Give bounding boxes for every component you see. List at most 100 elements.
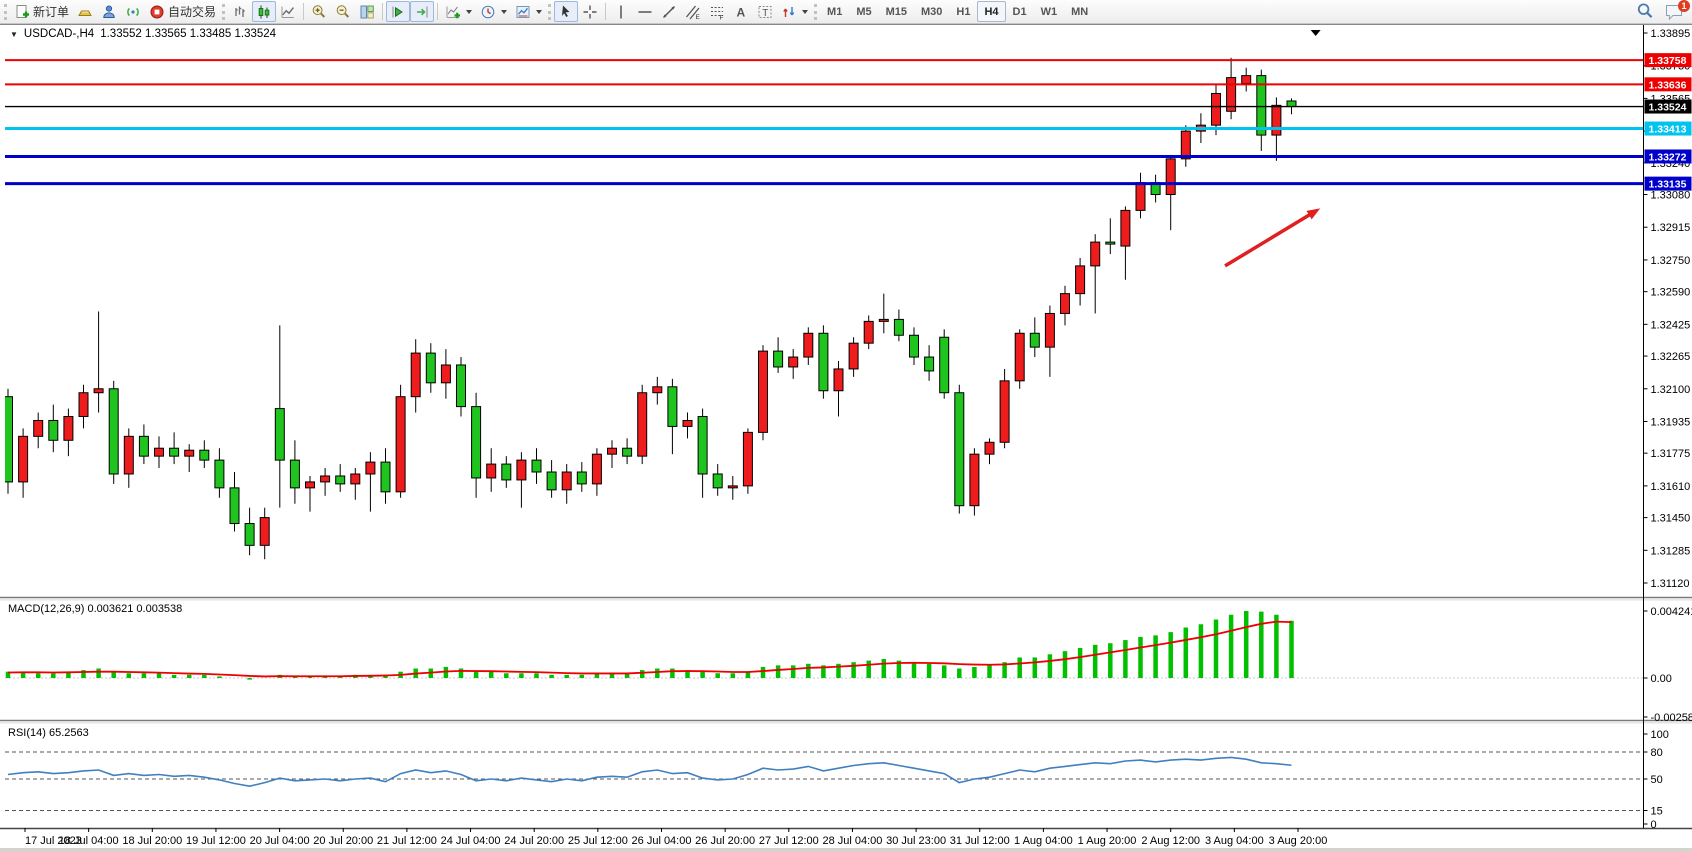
indicators-button[interactable] (441, 1, 476, 22)
gold-ingot-icon (77, 4, 93, 20)
profile-icon (101, 4, 117, 20)
timeframe-M30[interactable]: M30 (921, 6, 943, 18)
price-tag-1.33413[interactable]: 1.33413 (1644, 121, 1692, 136)
tile-windows-icon (359, 4, 375, 20)
price-tag-1.33413-text: 1.33413 (1649, 124, 1687, 136)
text-tool-button[interactable]: A (729, 1, 753, 22)
periods-button[interactable] (476, 1, 511, 22)
signals-button[interactable] (121, 1, 145, 22)
tile-windows-button[interactable] (355, 1, 379, 22)
channel-tool-button[interactable]: E (681, 1, 705, 22)
macd-axis-label: -0.002588 (1651, 712, 1692, 724)
cursor-button[interactable] (554, 1, 579, 22)
candle (244, 523, 255, 546)
notifications-button[interactable]: 1 (1664, 0, 1690, 22)
chart-shift-marker[interactable] (1310, 30, 1321, 36)
auto-scroll-button[interactable] (386, 1, 411, 22)
fibonacci-tool-button[interactable]: F (705, 1, 729, 22)
clock-icon (480, 4, 496, 20)
candle (622, 447, 633, 457)
time-tick-label: 30 Jul 23:00 (886, 835, 946, 847)
price-tag-1.33758[interactable]: 1.33758 (1644, 53, 1692, 68)
indicators-dropdown-caret[interactable] (466, 9, 473, 14)
zoom-in-button[interactable] (307, 1, 331, 22)
depth-of-market-button[interactable] (73, 1, 97, 22)
auto-trading-button[interactable]: 自动交易 (145, 1, 220, 22)
candle (758, 350, 768, 433)
chart-window[interactable]: ▼ USDCAD-,H4 1.33552 1.33565 1.33485 1.3… (0, 24, 1692, 849)
crosshair-button[interactable] (578, 1, 602, 22)
candle (1135, 182, 1146, 211)
vertical-line-tool-button[interactable] (609, 1, 633, 22)
price-tick-label: 1.31610 (1651, 481, 1691, 493)
symbol-period-label: USDCAD-,H4 (23, 28, 95, 40)
bar-chart-button[interactable] (228, 1, 252, 22)
svg-text:T: T (762, 8, 768, 19)
time-tick-label: 21 Jul 12:00 (377, 835, 437, 847)
trendline-tool-button[interactable] (657, 1, 681, 22)
price-tick-label: 1.32265 (1651, 351, 1691, 363)
candle (954, 392, 965, 507)
price-chart-canvas[interactable]: MACD(12,26,9) 0.003621 0.003538 RSI(14) 6… (0, 25, 1692, 849)
zoom-out-button[interactable] (331, 1, 355, 22)
rsi-axis-label: 100 (1651, 729, 1669, 741)
candle (33, 419, 44, 437)
price-tag-1.33636[interactable]: 1.33636 (1644, 77, 1692, 92)
signal-icon (125, 4, 141, 20)
text-label-tool-button[interactable]: T (753, 1, 777, 22)
timeframe-W1[interactable]: W1 (1040, 6, 1058, 18)
candle (1105, 241, 1116, 245)
time-tick-label: 24 Jul 20:00 (504, 835, 564, 847)
candle (848, 342, 859, 370)
toolbar-grip[interactable] (814, 3, 818, 20)
time-tick-label: 2 Aug 12:00 (1141, 835, 1200, 847)
candle (1044, 312, 1055, 348)
symbol-collapse-icon[interactable]: ▼ (10, 29, 18, 39)
rsi-axis-label: 15 (1651, 806, 1663, 818)
candle (456, 364, 466, 408)
timeframe-H1[interactable]: H1 (956, 6, 971, 18)
candle (1211, 92, 1221, 126)
macd-label: MACD(12,26,9) 0.003621 0.003538 (8, 603, 182, 615)
line-chart-button[interactable] (276, 1, 300, 22)
candles-layer[interactable] (4, 57, 1297, 560)
arrows-dropdown-caret[interactable] (802, 9, 809, 14)
candlestick-chart-button[interactable] (252, 1, 277, 22)
timeframe-M5[interactable]: M5 (856, 6, 872, 18)
candlestick-chart-icon (256, 4, 272, 20)
timeframe-M1[interactable]: M1 (827, 6, 843, 18)
timeframe-M15[interactable]: M15 (885, 6, 907, 18)
candle (199, 449, 210, 461)
price-tick-label: 1.32750 (1651, 255, 1691, 267)
horizontal-line-tool-button[interactable] (633, 1, 657, 22)
candle (803, 332, 814, 358)
timeframe-MN[interactable]: MN (1071, 6, 1089, 18)
new-order-button[interactable]: 新订单 (10, 1, 73, 22)
profile-button[interactable] (97, 1, 121, 22)
trend-arrow-annotation[interactable] (1224, 208, 1321, 268)
candle (1075, 265, 1086, 295)
price-tag-1.33272[interactable]: 1.33272 (1644, 149, 1692, 164)
auto-trading-label: 自动交易 (168, 5, 217, 19)
candle (697, 416, 708, 475)
price-tag-1.33135[interactable]: 1.33135 (1644, 176, 1692, 191)
chart-shift-button[interactable] (410, 1, 435, 22)
timeframe-H4[interactable]: H4 (977, 1, 1006, 22)
toolbar-grip[interactable] (4, 3, 8, 20)
templates-button[interactable] (511, 1, 546, 22)
candle (425, 352, 436, 384)
arrows-tool-button[interactable] (777, 1, 812, 22)
toolbar-grip[interactable] (222, 3, 226, 20)
templates-dropdown-caret[interactable] (536, 9, 543, 14)
candle (576, 471, 587, 485)
periods-dropdown-caret[interactable] (501, 9, 508, 14)
price-tick-label: 1.33895 (1651, 28, 1691, 40)
trendline-icon (661, 4, 677, 20)
time-tick-label: 25 Jul 12:00 (568, 835, 628, 847)
timeframe-D1[interactable]: D1 (1012, 6, 1027, 18)
price-tick-label: 1.31120 (1651, 578, 1690, 590)
toolbar-grip[interactable] (548, 3, 552, 20)
search-icon[interactable] (1636, 2, 1654, 23)
macd-panel: MACD(12,26,9) 0.003621 0.003538 (5, 603, 1643, 680)
